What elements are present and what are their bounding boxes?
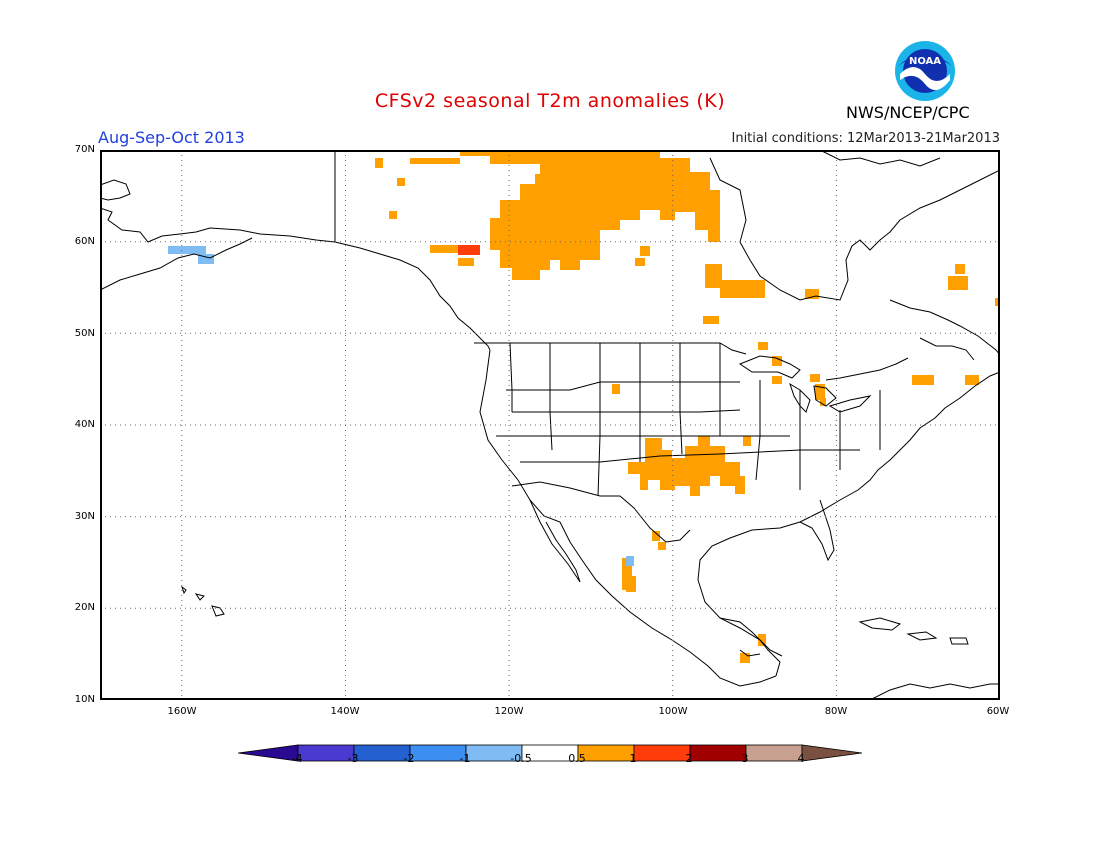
logo-text: NOAA: [909, 56, 941, 67]
lat-label: 50N: [74, 328, 95, 339]
lon-label: 60W: [986, 706, 1010, 717]
lon-label: 160W: [167, 706, 197, 717]
hot-anomaly-region: [458, 245, 480, 255]
colorbar-cap-high: [801, 744, 862, 762]
colorbar-label: -4: [291, 752, 303, 765]
colorbar-label: -2: [403, 752, 415, 765]
lon-label: 120W: [494, 706, 524, 717]
colorbar-label: -3: [347, 752, 359, 765]
lat-label: 10N: [74, 694, 95, 705]
map-frame: [100, 150, 1000, 700]
color-bar: [238, 744, 862, 762]
colorbar-label: 4: [797, 752, 805, 765]
colorbar-label: 3: [741, 752, 749, 765]
colorbar-label: 0.5: [568, 752, 586, 765]
initial-conditions-label: Initial conditions: 12Mar2013-21Mar2013: [731, 131, 1001, 146]
lon-label: 140W: [330, 706, 360, 717]
cool-anomaly-regions: [168, 246, 634, 566]
lat-label: 30N: [74, 511, 95, 522]
agency-label: NWS/NCEP/CPC: [846, 103, 970, 122]
lat-label: 60N: [74, 236, 95, 247]
warm-anomaly-regions: [375, 150, 1000, 663]
lon-label: 80W: [824, 706, 848, 717]
lon-label: 100W: [658, 706, 688, 717]
lat-label: 70N: [74, 144, 95, 155]
colorbar-label: -1: [459, 752, 471, 765]
noaa-logo: NOAA: [895, 41, 955, 101]
coastlines: [100, 150, 1000, 700]
chart-title: CFSv2 seasonal T2m anomalies (K): [374, 90, 726, 112]
grid-lines: [100, 150, 1000, 700]
lat-label: 20N: [74, 602, 95, 613]
anomaly-map: [100, 150, 1000, 700]
colorbar-label: 2: [685, 752, 693, 765]
lat-label: 40N: [74, 419, 95, 430]
colorbar-label: -0.5: [510, 752, 532, 765]
colorbar-label: 1: [629, 752, 637, 765]
season-label: Aug-Sep-Oct 2013: [98, 128, 245, 147]
